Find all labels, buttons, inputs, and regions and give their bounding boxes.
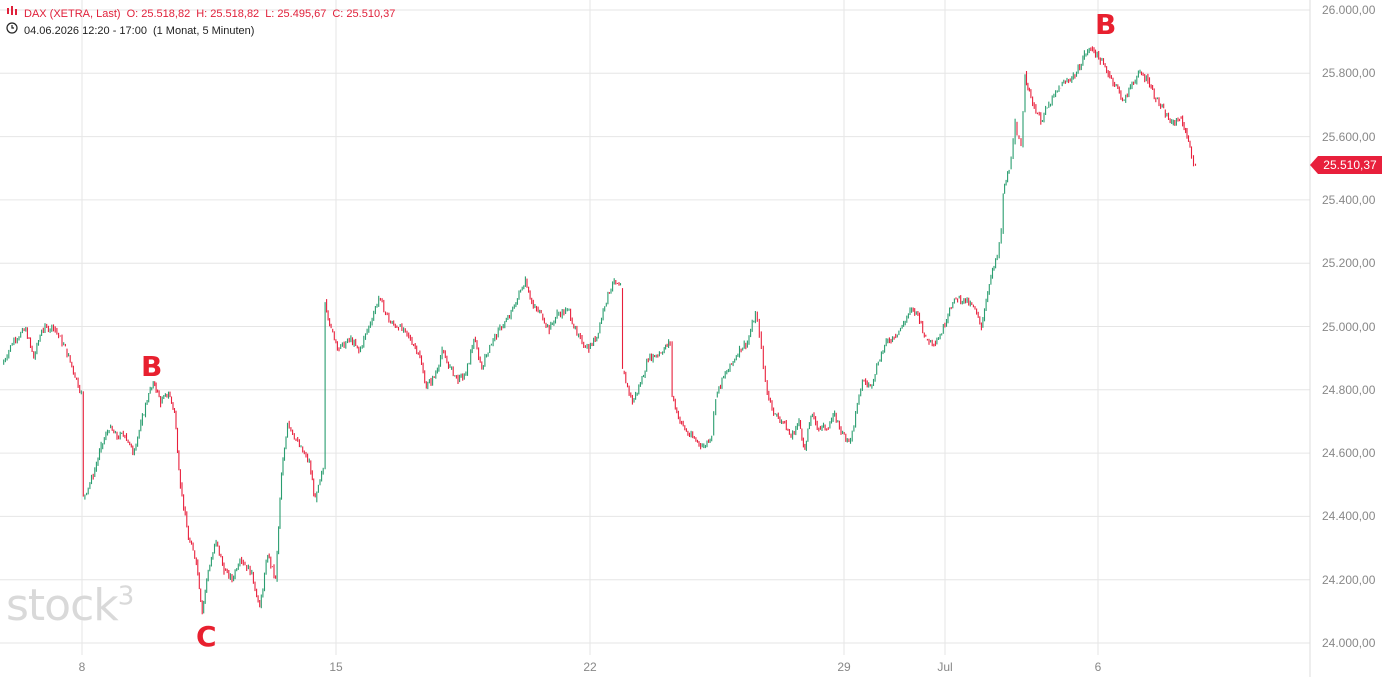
y-tick-label: 25.600,00 — [1322, 129, 1376, 144]
close-value: C: 25.510,37 — [332, 7, 396, 20]
symbol-name: DAX (XETRA, Last) — [24, 7, 121, 20]
y-tick-label: 25.400,00 — [1322, 192, 1376, 207]
wave-label-c: C — [196, 620, 217, 653]
y-tick-label: 26.000,00 — [1322, 3, 1376, 17]
wave-label-b2: B — [1095, 8, 1117, 41]
x-tick-label: 6 — [1094, 660, 1102, 674]
ohlc-row: DAX (XETRA, Last) O: 25.518,82 H: 25.518… — [6, 5, 395, 22]
y-tick-label: 25.800,00 — [1322, 66, 1376, 81]
period-row: 04.06.2026 12:20 - 17:00 (1 Monat, 5 Min… — [6, 22, 395, 39]
grid — [0, 0, 1311, 677]
open-value: O: 25.518,82 — [126, 7, 191, 20]
x-tick-label: 8 — [78, 660, 86, 674]
price-series — [3, 46, 1197, 615]
y-tick-label: 24.400,00 — [1322, 509, 1376, 524]
y-tick-label: 25.000,00 — [1322, 319, 1376, 334]
period-text: 04.06.2026 12:20 - 17:00 — [24, 24, 147, 37]
wave-label-b1: B — [141, 350, 163, 383]
chart-legend: DAX (XETRA, Last) O: 25.518,82 H: 25.518… — [6, 5, 395, 39]
stock3-logo: stock3 — [6, 580, 134, 631]
y-tick-label: 24.200,00 — [1322, 572, 1376, 587]
interval-text: (1 Monat, 5 Minuten) — [152, 24, 255, 37]
candlestick-icon — [6, 5, 18, 22]
x-tick-label: 22 — [583, 660, 597, 674]
x-tick-label: 29 — [837, 660, 851, 674]
y-tick-label: 24.000,00 — [1322, 636, 1376, 650]
high-value: H: 25.518,82 — [196, 7, 260, 20]
clock-icon — [6, 22, 18, 39]
y-tick-label: 24.600,00 — [1322, 446, 1376, 461]
last-price-badge: 25.510,37 — [1310, 156, 1382, 174]
x-tick-label: 15 — [329, 660, 343, 674]
y-tick-label: 24.800,00 — [1322, 382, 1376, 397]
y-tick-label: 25.200,00 — [1322, 256, 1376, 271]
low-value: L: 25.495,67 — [265, 7, 327, 20]
x-tick-label: Jul — [937, 660, 953, 674]
